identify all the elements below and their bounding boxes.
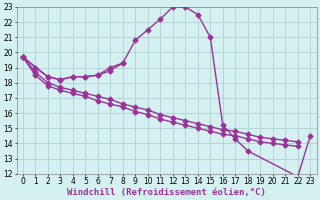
X-axis label: Windchill (Refroidissement éolien,°C): Windchill (Refroidissement éolien,°C)	[67, 188, 266, 197]
